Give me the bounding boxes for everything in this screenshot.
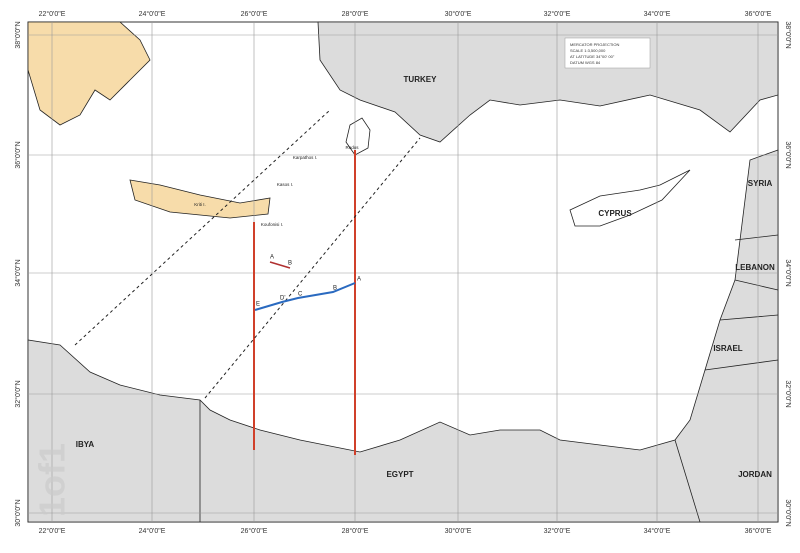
lines	[74, 109, 421, 455]
borders	[199, 234, 779, 523]
island-label: Koufonisi I.	[261, 222, 283, 227]
country-label: IBYA	[76, 440, 95, 449]
country-label: TURKEY	[404, 75, 438, 84]
lat-label: 36°0'0"N	[14, 141, 22, 168]
red-segment	[269, 261, 291, 269]
lat-label: 30°0'0"N	[14, 499, 22, 526]
lon-label: 22°0'0"E	[39, 527, 66, 535]
country-label: EGYPT	[386, 470, 413, 479]
lat-label: 32°0'0"N	[14, 380, 22, 407]
lon-label: 28°0'0"E	[342, 10, 369, 18]
land	[27, 21, 779, 523]
lon-label: 26°0'0"E	[241, 10, 268, 18]
country-label: ISRAEL	[713, 344, 742, 353]
blue-line	[254, 282, 356, 311]
point-label: B	[288, 261, 292, 267]
lon-label: 28°0'0"E	[342, 527, 369, 535]
country-label: CYPRUS	[598, 209, 632, 218]
lon-label: 32°0'0"E	[544, 10, 571, 18]
lat-label: 38°0'0"N	[14, 21, 22, 48]
rhodes	[345, 117, 371, 156]
lon-label: 36°0'0"E	[745, 527, 772, 535]
lon-label: 26°0'0"E	[241, 527, 268, 535]
turkey-land	[317, 21, 779, 143]
cyprus	[569, 169, 691, 227]
lon-label: 24°0'0"E	[139, 527, 166, 535]
country-label: LEBANON	[735, 263, 775, 272]
crete	[129, 179, 271, 219]
dashed-line	[204, 137, 421, 399]
info-box	[564, 37, 651, 69]
lat-label: 34°0'0"N	[14, 259, 22, 286]
country-label: JORDAN	[738, 470, 772, 479]
lat-label: 32°0'0"N	[784, 380, 792, 407]
greece-land	[27, 21, 151, 126]
island-label: Kriti I.	[194, 202, 206, 207]
info-line: DATUM WGS 84	[570, 60, 601, 65]
lon-label: 32°0'0"E	[544, 527, 571, 535]
lat-label: 36°0'0"N	[784, 141, 792, 168]
info-line: MERCATOR PROJECTION	[570, 42, 620, 47]
info-line: SCALE 1:3,500,000	[570, 48, 606, 53]
watermark: 1of1	[32, 443, 73, 517]
island-label: Kasos I.	[277, 182, 293, 187]
lon-label: 36°0'0"E	[745, 10, 772, 18]
lon-label: 34°0'0"E	[644, 10, 671, 18]
point-label: E	[256, 302, 260, 308]
labels: TURKEY CYPRUS SYRIA LEBANON ISRAEL JORDA…	[76, 75, 775, 479]
country-label: SYRIA	[748, 179, 773, 188]
lon-label: 22°0'0"E	[39, 10, 66, 18]
point-label: A	[357, 277, 361, 283]
point-label: B	[333, 286, 337, 292]
lon-label: 24°0'0"E	[139, 10, 166, 18]
lon-label: 30°0'0"E	[445, 527, 472, 535]
lat-label: 34°0'0"N	[784, 259, 792, 286]
lon-label: 34°0'0"E	[644, 527, 671, 535]
point-label: C	[298, 292, 303, 298]
point-label: A	[270, 255, 274, 261]
point-label: D'	[280, 296, 285, 302]
lat-label: 38°0'0"N	[784, 21, 792, 48]
lat-label: 30°0'0"N	[784, 499, 792, 526]
island-label: Rodos	[345, 145, 359, 150]
lon-label: 30°0'0"E	[445, 10, 472, 18]
island-label: Karpathos I.	[293, 155, 317, 160]
dashed-line	[74, 109, 331, 346]
info-line: AT LATITUDE 34°00' 00"	[570, 54, 615, 59]
